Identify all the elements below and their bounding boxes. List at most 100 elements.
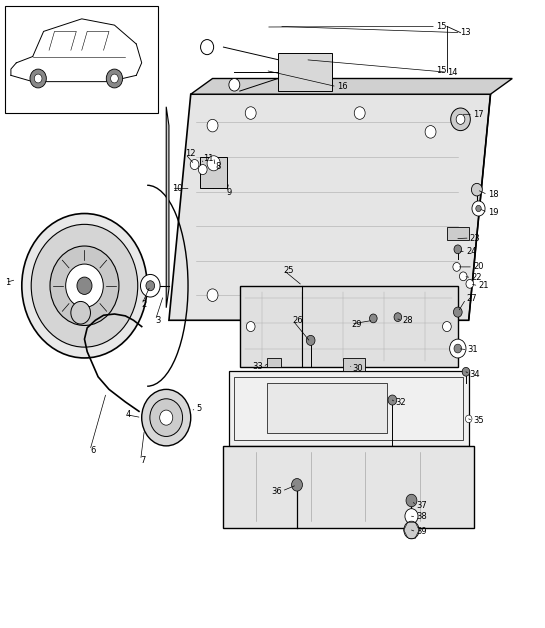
Text: 16: 16 <box>337 82 347 91</box>
Text: 3: 3 <box>155 316 161 325</box>
Circle shape <box>454 245 462 254</box>
Text: 34: 34 <box>470 370 480 379</box>
Circle shape <box>246 322 255 332</box>
Circle shape <box>34 74 42 83</box>
Text: 23: 23 <box>470 234 480 242</box>
Circle shape <box>111 74 118 83</box>
Text: 26: 26 <box>293 316 303 325</box>
Bar <box>229 371 469 446</box>
Text: 11: 11 <box>203 154 213 163</box>
Circle shape <box>22 214 147 358</box>
Bar <box>223 446 474 528</box>
Text: 2: 2 <box>142 300 147 309</box>
Text: 15: 15 <box>436 66 446 75</box>
Text: 35: 35 <box>473 416 483 425</box>
Circle shape <box>141 274 160 297</box>
Text: 19: 19 <box>488 208 498 217</box>
Circle shape <box>292 479 302 491</box>
Bar <box>267 358 281 367</box>
Text: 10: 10 <box>172 184 182 193</box>
Circle shape <box>466 279 474 288</box>
Text: 9: 9 <box>227 188 232 197</box>
Circle shape <box>465 415 472 423</box>
Text: 8: 8 <box>215 162 221 171</box>
Circle shape <box>462 367 470 376</box>
Text: 25: 25 <box>283 266 294 274</box>
Circle shape <box>146 281 155 291</box>
Text: 1: 1 <box>5 278 11 287</box>
Circle shape <box>450 339 466 358</box>
Text: 38: 38 <box>416 512 427 521</box>
Text: 31: 31 <box>468 345 478 354</box>
Bar <box>447 227 469 240</box>
Circle shape <box>150 399 183 436</box>
Circle shape <box>31 224 138 347</box>
Circle shape <box>406 494 417 507</box>
Polygon shape <box>191 78 512 94</box>
Bar <box>5 6 158 113</box>
Circle shape <box>306 335 315 345</box>
Circle shape <box>453 263 461 271</box>
Bar <box>200 157 227 188</box>
Bar <box>267 383 387 433</box>
Circle shape <box>425 126 436 138</box>
Text: 21: 21 <box>479 281 489 290</box>
Circle shape <box>456 114 465 124</box>
Text: 5: 5 <box>196 404 202 413</box>
Text: 39: 39 <box>416 528 427 536</box>
Bar <box>240 286 458 367</box>
Text: 36: 36 <box>271 487 282 495</box>
Circle shape <box>388 395 397 405</box>
Circle shape <box>207 156 220 171</box>
Text: 18: 18 <box>488 190 498 199</box>
Circle shape <box>404 521 419 539</box>
Circle shape <box>77 277 92 295</box>
Circle shape <box>472 201 485 216</box>
Circle shape <box>160 410 173 425</box>
Circle shape <box>476 205 481 212</box>
Circle shape <box>71 301 90 324</box>
Text: 4: 4 <box>125 410 131 419</box>
Circle shape <box>201 40 214 55</box>
Circle shape <box>405 509 418 524</box>
Circle shape <box>454 344 462 353</box>
Text: 12: 12 <box>185 149 196 158</box>
Text: 15: 15 <box>436 22 446 31</box>
Circle shape <box>30 69 46 88</box>
Text: 27: 27 <box>466 295 476 303</box>
Polygon shape <box>169 94 491 320</box>
Circle shape <box>394 313 402 322</box>
Text: 7: 7 <box>141 456 146 465</box>
Circle shape <box>190 160 199 170</box>
Text: 22: 22 <box>471 273 482 282</box>
Circle shape <box>142 389 191 446</box>
Text: 17: 17 <box>473 110 483 119</box>
Text: 32: 32 <box>396 398 406 407</box>
Circle shape <box>229 78 240 91</box>
Circle shape <box>425 289 436 301</box>
Circle shape <box>370 314 377 323</box>
Circle shape <box>106 69 123 88</box>
Circle shape <box>459 272 467 281</box>
Circle shape <box>443 322 451 332</box>
Text: 24: 24 <box>466 247 476 256</box>
Polygon shape <box>469 94 490 320</box>
Circle shape <box>207 289 218 301</box>
Circle shape <box>245 107 256 119</box>
Circle shape <box>354 107 365 119</box>
Text: 6: 6 <box>90 446 95 455</box>
Bar <box>234 377 463 440</box>
Polygon shape <box>166 107 169 308</box>
Bar <box>278 53 332 91</box>
Circle shape <box>471 183 482 196</box>
Circle shape <box>198 165 207 175</box>
Text: 33: 33 <box>252 362 263 371</box>
Circle shape <box>65 264 104 307</box>
Circle shape <box>50 246 119 325</box>
Circle shape <box>207 119 218 132</box>
Text: 37: 37 <box>416 501 427 510</box>
Text: 30: 30 <box>353 364 363 373</box>
Text: 29: 29 <box>351 320 361 328</box>
Circle shape <box>453 307 462 317</box>
Text: 28: 28 <box>402 316 413 325</box>
